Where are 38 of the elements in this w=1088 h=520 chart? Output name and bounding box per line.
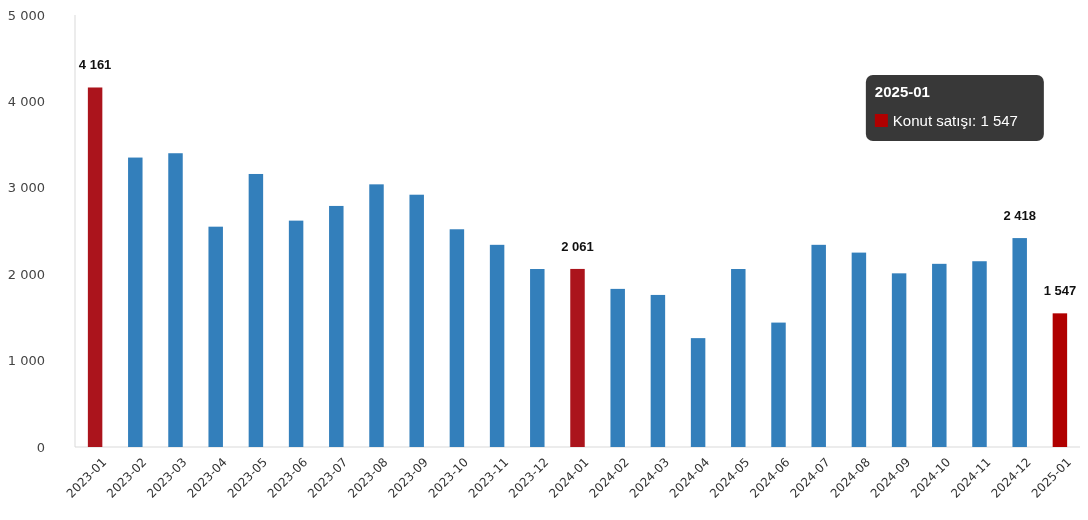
data-label: 1 547 [1043,283,1077,299]
y-tick-label: 2 000 [7,266,45,282]
bar [972,261,987,447]
y-tick-label: 5 000 [7,7,45,23]
bar [409,194,424,447]
y-tick-label: 4 000 [7,93,45,109]
bar [570,268,585,447]
data-label: 2 418 [1003,208,1036,224]
bar [208,226,223,447]
tooltip: 2025-01 Konut satışı: 1 547 [865,75,1044,141]
bar [610,288,625,447]
bar [690,338,706,447]
bar [329,205,344,447]
bar [449,229,465,447]
bar [851,252,867,447]
data-label: 4 161 [78,57,112,73]
bar [1052,313,1068,447]
bar [128,157,143,447]
y-tick-label: 3 000 [7,180,45,196]
bar [891,273,907,447]
bar [248,173,264,447]
bar [771,322,786,447]
bar [811,244,826,447]
bar [288,220,304,447]
annotation: Konut satışı: 1 547 [892,112,1018,129]
bar [369,184,384,447]
bar [731,269,746,447]
bar [87,87,103,447]
bar [489,244,505,447]
bar [932,263,947,447]
bar [530,269,545,447]
bar [168,153,183,447]
bar [1012,238,1027,447]
y-tick-label: 1 000 [7,353,45,369]
bar [650,294,666,447]
annotation: 2025-01 [874,83,930,100]
data-label: 2 061 [561,238,594,254]
y-tick-label: 0 [36,439,45,455]
